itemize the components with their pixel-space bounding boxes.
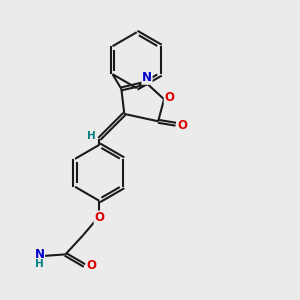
Text: O: O [177,119,187,132]
Text: O: O [86,259,96,272]
Text: H: H [35,259,44,269]
Text: O: O [164,91,174,104]
Text: H: H [87,131,95,141]
Text: N: N [142,71,152,84]
Text: N: N [34,248,44,261]
Text: O: O [94,211,104,224]
